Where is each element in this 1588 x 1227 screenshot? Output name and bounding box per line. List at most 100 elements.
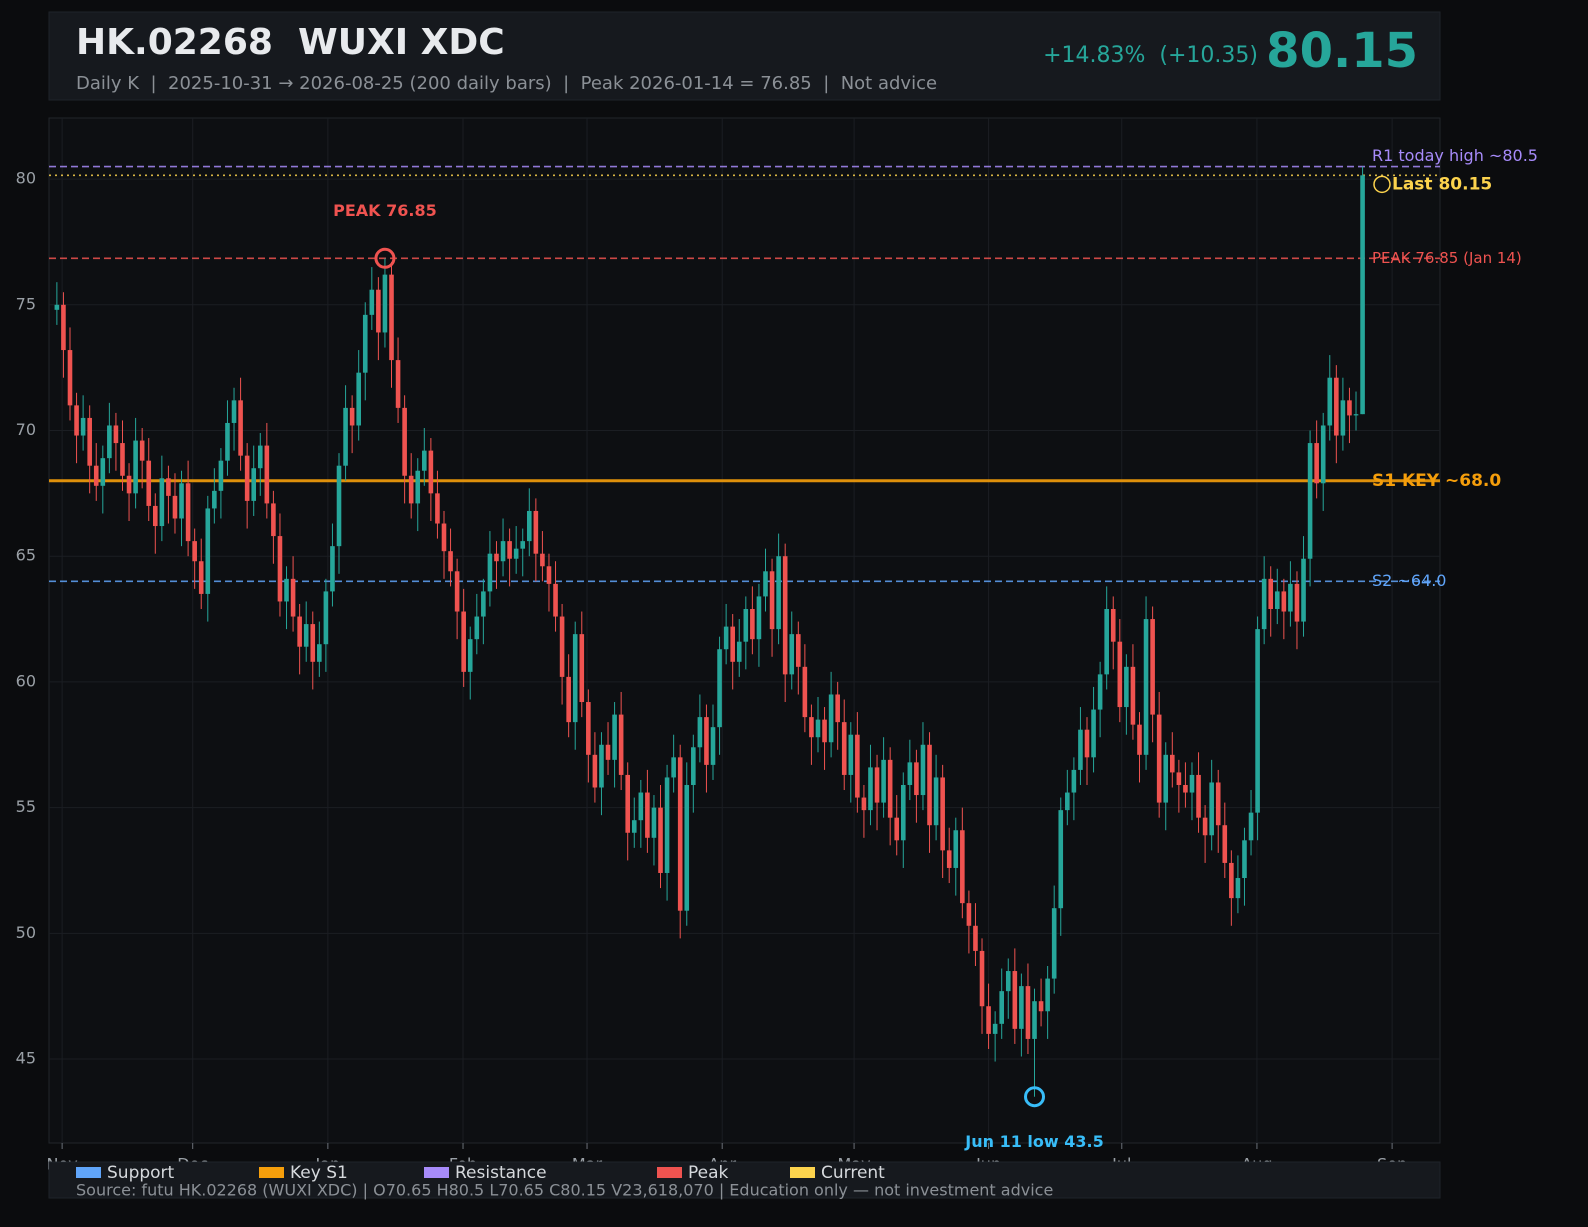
candle-body bbox=[494, 553, 499, 562]
candle-body bbox=[1360, 175, 1365, 415]
candle-body bbox=[671, 757, 676, 778]
candle-body bbox=[822, 719, 827, 743]
candle-body bbox=[257, 445, 263, 469]
candle-body bbox=[1019, 986, 1024, 1029]
candle-body bbox=[389, 274, 394, 361]
candle-body bbox=[526, 510, 532, 542]
candle-body bbox=[828, 694, 834, 743]
candle-body bbox=[1248, 812, 1254, 841]
candle-body bbox=[723, 626, 729, 650]
candle-body bbox=[1091, 709, 1096, 758]
candle-body bbox=[74, 405, 79, 436]
candle-body bbox=[244, 455, 250, 501]
candle-body bbox=[887, 759, 893, 818]
candle-body bbox=[572, 634, 578, 723]
candle-body bbox=[481, 591, 486, 617]
candle-body bbox=[1097, 674, 1103, 710]
candle-body bbox=[769, 571, 775, 630]
candle-body bbox=[1288, 583, 1293, 612]
candle-body bbox=[907, 762, 913, 785]
candle-body bbox=[310, 624, 316, 662]
candle-body bbox=[1163, 754, 1169, 803]
candle-body bbox=[172, 495, 178, 519]
candle-body bbox=[612, 714, 617, 760]
candle-body bbox=[1274, 591, 1280, 610]
candle-body bbox=[1307, 443, 1313, 559]
candle-body bbox=[861, 797, 867, 811]
candle-body bbox=[855, 734, 860, 798]
candle-body bbox=[1353, 414, 1359, 416]
candle-body bbox=[1169, 754, 1175, 773]
candle-body bbox=[533, 510, 539, 554]
candle-body bbox=[1150, 619, 1155, 715]
candle-body bbox=[1065, 792, 1070, 811]
candle-body bbox=[454, 571, 460, 612]
candle-body bbox=[940, 777, 945, 851]
candle-body bbox=[1012, 971, 1018, 1029]
candle-body bbox=[277, 536, 283, 602]
candle-body bbox=[986, 1006, 991, 1034]
candle-body bbox=[618, 714, 624, 775]
candle-body bbox=[343, 407, 348, 466]
candle-body bbox=[697, 717, 703, 748]
candle-body bbox=[789, 634, 795, 675]
candle-body bbox=[415, 470, 421, 504]
legend-label: Key S1 bbox=[290, 1163, 348, 1183]
candle-body bbox=[271, 503, 276, 537]
candle-body bbox=[100, 458, 106, 486]
candle-body bbox=[513, 548, 519, 559]
candle-body bbox=[848, 734, 854, 775]
candle-body bbox=[1235, 878, 1241, 899]
candle-body bbox=[297, 616, 302, 647]
candle-body bbox=[1025, 986, 1031, 1039]
candle-body bbox=[1051, 908, 1057, 979]
candle-body bbox=[120, 443, 125, 476]
candle-body bbox=[684, 784, 690, 911]
candle-body bbox=[540, 553, 545, 567]
legend-swatch bbox=[259, 1167, 284, 1178]
candle-body bbox=[736, 641, 742, 662]
candle-body bbox=[894, 817, 900, 841]
candle-body bbox=[1032, 1001, 1037, 1039]
annotation-label: Jun 11 low 43.5 bbox=[964, 1132, 1103, 1151]
legend-swatch bbox=[76, 1167, 101, 1178]
candle-body bbox=[54, 304, 60, 310]
candle-body bbox=[139, 440, 145, 461]
candle-body bbox=[960, 830, 965, 904]
candle-body bbox=[146, 460, 152, 506]
candle-body bbox=[953, 830, 959, 868]
candle-body bbox=[553, 583, 558, 617]
candle-body bbox=[1255, 629, 1260, 813]
legend-swatch bbox=[424, 1167, 449, 1178]
candle-body bbox=[1215, 782, 1221, 826]
candle-body bbox=[159, 478, 165, 527]
candle-body bbox=[730, 626, 735, 662]
candle-body bbox=[900, 784, 906, 841]
candle-body bbox=[1301, 558, 1306, 622]
candle-body bbox=[382, 274, 388, 333]
candle-body bbox=[1005, 971, 1011, 992]
candle-body bbox=[920, 744, 926, 796]
change: +14.83% (+10.35) bbox=[1043, 43, 1258, 68]
candle-body bbox=[1117, 641, 1123, 708]
level-label: R1 today high ~80.5 bbox=[1372, 146, 1538, 165]
candle-body bbox=[691, 747, 696, 785]
candle-body bbox=[1045, 978, 1050, 1012]
candle-body bbox=[1104, 609, 1109, 675]
candle-body bbox=[428, 450, 434, 494]
legend-swatch bbox=[657, 1167, 682, 1178]
candle-body bbox=[881, 759, 886, 803]
candle-body bbox=[231, 400, 237, 423]
candle-body bbox=[67, 350, 73, 406]
candle-body bbox=[999, 991, 1005, 1024]
candle-body bbox=[625, 774, 631, 833]
candle-body bbox=[717, 649, 722, 728]
legend-label: Resistance bbox=[455, 1163, 547, 1183]
candle-body bbox=[1334, 377, 1339, 436]
y-tick-label: 80 bbox=[16, 169, 36, 188]
candle-body bbox=[251, 468, 257, 501]
candle-body bbox=[487, 553, 493, 592]
level-label: Last 80.15 bbox=[1392, 174, 1492, 194]
candle-body bbox=[133, 440, 138, 494]
candle-body bbox=[966, 903, 972, 926]
